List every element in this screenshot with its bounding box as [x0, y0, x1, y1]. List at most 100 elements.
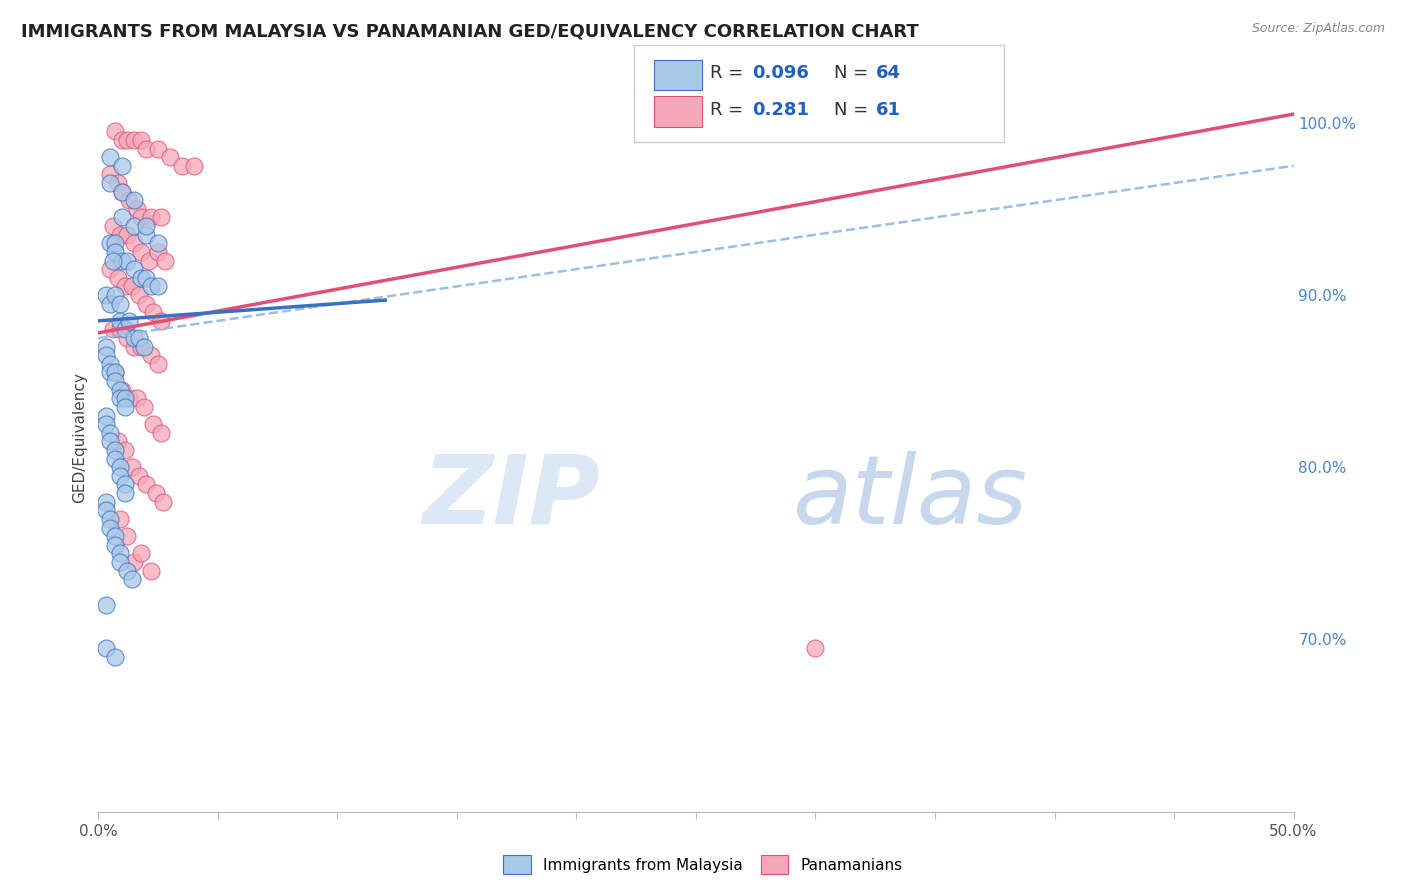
- Point: [94, 288, 117, 302]
- Point: [104, 236, 127, 251]
- Point: [101, 253, 124, 268]
- Point: [98, 168, 122, 182]
- Point: [124, 133, 146, 147]
- Text: N =: N =: [834, 64, 873, 82]
- Point: [124, 340, 146, 354]
- Text: 64: 64: [876, 64, 901, 82]
- Point: [111, 159, 134, 173]
- Point: [104, 538, 127, 552]
- Point: [159, 150, 181, 164]
- Point: [125, 392, 148, 406]
- Point: [94, 494, 117, 508]
- Point: [94, 503, 117, 517]
- Point: [94, 409, 117, 423]
- Point: [132, 400, 155, 414]
- Point: [132, 340, 155, 354]
- Point: [118, 392, 141, 406]
- Point: [114, 392, 136, 406]
- Point: [104, 451, 127, 466]
- Point: [124, 331, 146, 345]
- Point: [135, 142, 157, 156]
- Text: 61: 61: [876, 101, 901, 119]
- Text: 0.096: 0.096: [752, 64, 808, 82]
- Point: [135, 270, 157, 285]
- Point: [98, 357, 122, 371]
- Point: [101, 322, 124, 336]
- Text: R =: R =: [710, 64, 749, 82]
- Point: [114, 279, 136, 293]
- Point: [94, 417, 117, 432]
- Point: [115, 133, 138, 147]
- Point: [98, 262, 122, 277]
- Point: [107, 176, 129, 190]
- Point: [98, 520, 122, 534]
- Point: [104, 288, 127, 302]
- Point: [131, 270, 153, 285]
- Point: [148, 142, 170, 156]
- Point: [108, 468, 131, 483]
- Text: ZIP: ZIP: [422, 450, 600, 543]
- Point: [149, 314, 172, 328]
- Point: [104, 529, 127, 543]
- Point: [131, 244, 153, 259]
- Point: [107, 270, 129, 285]
- Point: [104, 374, 127, 388]
- Point: [94, 641, 117, 656]
- Point: [131, 340, 153, 354]
- Legend: Immigrants from Malaysia, Panamanians: Immigrants from Malaysia, Panamanians: [498, 849, 908, 880]
- Point: [121, 572, 143, 586]
- Point: [148, 236, 170, 251]
- Point: [108, 555, 131, 569]
- Text: 0.281: 0.281: [752, 101, 810, 119]
- Point: [94, 348, 117, 362]
- Point: [98, 425, 122, 440]
- Point: [108, 322, 131, 336]
- Point: [183, 159, 205, 173]
- Point: [114, 322, 136, 336]
- Point: [108, 314, 131, 328]
- Point: [104, 649, 127, 664]
- Point: [121, 460, 143, 475]
- Point: [124, 193, 146, 207]
- Point: [124, 262, 146, 277]
- Point: [114, 442, 136, 457]
- Point: [108, 512, 131, 526]
- Point: [152, 494, 174, 508]
- Point: [121, 279, 143, 293]
- Point: [108, 460, 131, 475]
- Point: [148, 279, 170, 293]
- Point: [98, 366, 122, 380]
- Point: [104, 124, 127, 138]
- Point: [145, 486, 167, 500]
- Point: [98, 296, 122, 310]
- Point: [108, 296, 131, 310]
- Point: [115, 564, 138, 578]
- Point: [111, 133, 134, 147]
- Point: [111, 383, 134, 397]
- Point: [128, 288, 150, 302]
- Point: [149, 425, 172, 440]
- Text: N =: N =: [834, 101, 873, 119]
- Point: [118, 193, 141, 207]
- Point: [138, 253, 160, 268]
- Point: [94, 598, 117, 612]
- Point: [104, 366, 127, 380]
- Point: [149, 211, 172, 225]
- Point: [131, 546, 153, 560]
- Point: [135, 219, 157, 233]
- Y-axis label: GED/Equivalency: GED/Equivalency: [72, 372, 87, 502]
- Point: [114, 477, 136, 491]
- Point: [131, 133, 153, 147]
- Point: [114, 486, 136, 500]
- Point: [94, 340, 117, 354]
- Point: [172, 159, 194, 173]
- Point: [118, 314, 141, 328]
- Point: [108, 392, 131, 406]
- Point: [155, 253, 177, 268]
- Point: [104, 366, 127, 380]
- Point: [139, 564, 162, 578]
- Point: [124, 555, 146, 569]
- Point: [131, 211, 153, 225]
- Text: R =: R =: [710, 101, 749, 119]
- Point: [115, 227, 138, 242]
